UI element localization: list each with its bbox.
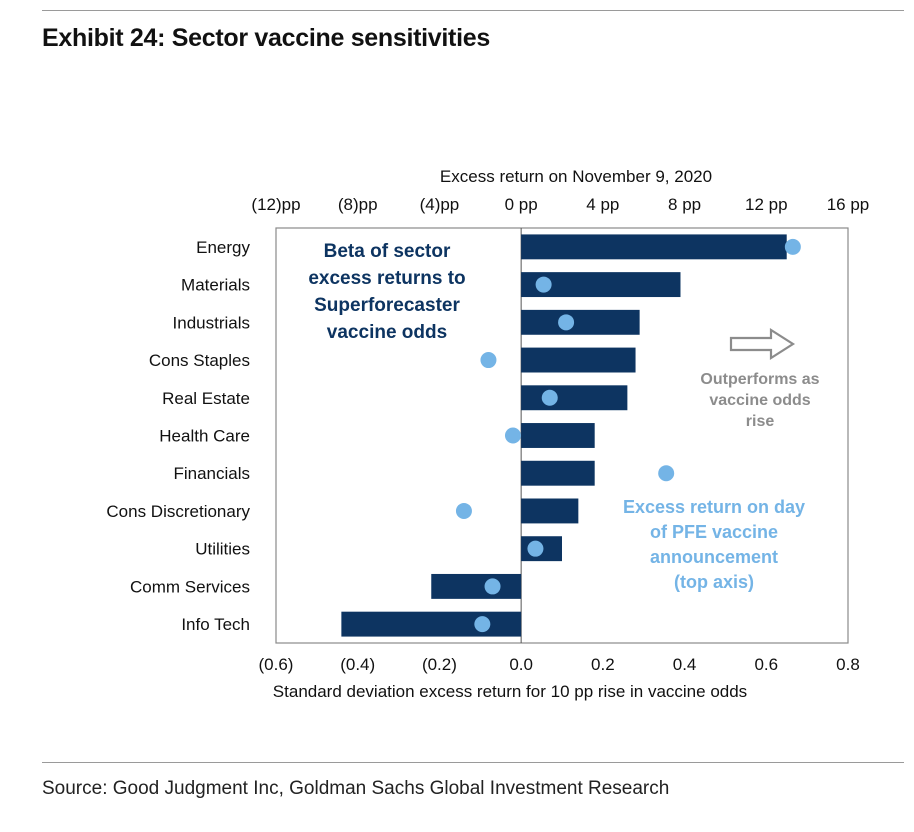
bottom-tick-label: 0.8 bbox=[836, 655, 860, 674]
top-tick-label: (12)pp bbox=[251, 195, 300, 214]
beta-bar bbox=[521, 460, 595, 486]
bottom-tick-label: 0.4 bbox=[673, 655, 697, 674]
pfe-return-dot bbox=[535, 276, 552, 293]
pfe-return-dot bbox=[558, 314, 575, 331]
category-label: Comm Services bbox=[130, 577, 250, 596]
beta-legend-text-line: excess returns to bbox=[308, 268, 465, 289]
pfe-legend-text-line: of PFE vaccine bbox=[650, 522, 778, 542]
outperform-note-text-line: rise bbox=[746, 413, 775, 430]
plot-frame bbox=[275, 227, 849, 644]
exhibit-title: Exhibit 24: Sector vaccine sensitivities bbox=[42, 24, 490, 52]
category-label: Utilities bbox=[195, 540, 250, 559]
beta-bar bbox=[341, 611, 522, 637]
bottom-rule bbox=[42, 762, 904, 763]
pfe-return-dot bbox=[480, 352, 497, 369]
beta-legend-text: Beta of sector excess returns to Superfore… bbox=[308, 241, 465, 343]
pfe-return-dot bbox=[504, 427, 521, 444]
pfe-return-dot bbox=[484, 578, 501, 595]
pfe-return-dot bbox=[658, 465, 675, 482]
top-tick-label: (8)pp bbox=[338, 195, 378, 214]
bottom-tick-label: (0.4) bbox=[340, 655, 375, 674]
pfe-legend-text-line: announcement bbox=[650, 547, 778, 567]
category-label: Energy bbox=[196, 238, 250, 257]
pfe-legend-text: Excess return on day of PFE vaccine announ… bbox=[623, 497, 805, 592]
pfe-return-dot bbox=[474, 616, 491, 633]
top-tick-label: 16 pp bbox=[827, 195, 870, 214]
category-label: Materials bbox=[181, 276, 250, 295]
top-tick-label: (4)pp bbox=[420, 195, 460, 214]
beta-bar bbox=[521, 423, 595, 448]
outperform-note-text: Outperforms as vaccine odds rise bbox=[700, 371, 819, 430]
top-tick-label: 12 pp bbox=[745, 195, 788, 214]
beta-bar bbox=[521, 385, 628, 411]
bottom-tick-label: 0.6 bbox=[754, 655, 778, 674]
beta-legend-text-line: vaccine odds bbox=[327, 322, 447, 343]
beta-bar bbox=[521, 234, 787, 260]
top-tick-label: 0 pp bbox=[505, 195, 538, 214]
beta-bar bbox=[521, 498, 579, 524]
pfe-legend-text-line: Excess return on day bbox=[623, 497, 805, 517]
category-label: Real Estate bbox=[162, 389, 250, 408]
category-label: Industrials bbox=[173, 313, 250, 332]
bottom-tick-label: 0.0 bbox=[509, 655, 533, 674]
sector-sensitivity-chart: Excess return on November 9, 2020 (12)pp (… bbox=[106, 167, 870, 701]
outperform-note-text-line: vaccine odds bbox=[709, 392, 810, 409]
pfe-return-dot bbox=[541, 389, 558, 406]
category-label: Cons Staples bbox=[149, 351, 250, 370]
bottom-axis-label: Standard deviation excess return for 10 … bbox=[273, 682, 747, 701]
top-tick-label: 8 pp bbox=[668, 195, 701, 214]
outperform-note-text-line: Outperforms as bbox=[700, 371, 819, 388]
bottom-tick-label: (0.2) bbox=[422, 655, 457, 674]
beta-legend-text-line: Superforecaster bbox=[314, 295, 460, 316]
top-tick-label: 4 pp bbox=[586, 195, 619, 214]
category-label: Financials bbox=[173, 464, 250, 483]
pfe-return-dot bbox=[527, 540, 544, 557]
pfe-legend-text-line: (top axis) bbox=[674, 572, 754, 592]
top-axis-label: Excess return on November 9, 2020 bbox=[440, 167, 712, 186]
beta-legend-text-line: Beta of sector bbox=[324, 241, 451, 262]
bottom-tick-label: 0.2 bbox=[591, 655, 615, 674]
bottom-tick-label: (0.6) bbox=[259, 655, 294, 674]
source-note: Source: Good Judgment Inc, Goldman Sachs… bbox=[42, 778, 670, 799]
beta-bar bbox=[521, 347, 636, 373]
beta-bar bbox=[431, 573, 522, 599]
category-label: Health Care bbox=[159, 427, 250, 446]
outperform-arrow-icon bbox=[729, 327, 796, 361]
beta-bar bbox=[521, 309, 640, 335]
pfe-return-dot bbox=[784, 238, 801, 255]
category-label: Cons Discretionary bbox=[106, 502, 250, 521]
top-rule bbox=[42, 10, 904, 11]
category-label: Info Tech bbox=[181, 615, 250, 634]
pfe-return-dot bbox=[455, 502, 472, 519]
